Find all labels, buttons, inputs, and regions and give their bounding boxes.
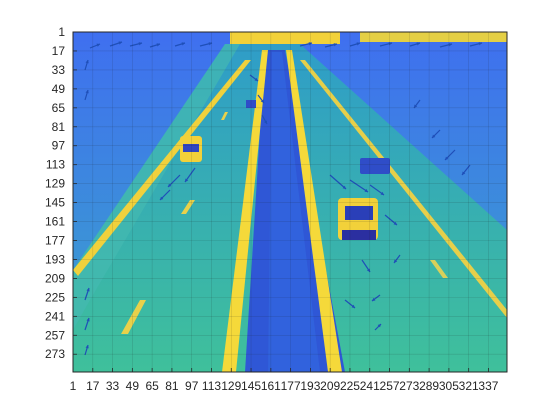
y-tick-label: 81	[52, 120, 66, 134]
x-tick-label: 209	[320, 379, 340, 393]
y-tick-label: 33	[52, 63, 66, 77]
y-tick-label: 177	[45, 234, 65, 248]
y-tick-label: 49	[52, 82, 66, 96]
y-tick-label: 225	[45, 290, 65, 304]
x-tick-label: 225	[340, 379, 360, 393]
van-vehicle	[338, 198, 378, 240]
far-vehicle-right	[360, 158, 390, 174]
y-tick-label: 1	[58, 25, 65, 39]
y-tick-label: 209	[45, 271, 65, 285]
x-tick-label: 1	[70, 379, 77, 393]
y-tick-label: 129	[45, 177, 65, 191]
y-tick-label: 241	[45, 309, 65, 323]
x-tick-label: 273	[399, 379, 419, 393]
x-tick-label: 321	[459, 379, 479, 393]
y-tick-label: 193	[45, 252, 65, 266]
x-tick-label: 177	[281, 379, 301, 393]
y-tick-label: 113	[46, 158, 65, 172]
x-tick-label: 33	[106, 379, 120, 393]
x-tick-label: 289	[419, 379, 439, 393]
y-tick-label: 273	[45, 347, 65, 361]
y-tick-label: 97	[52, 139, 66, 153]
x-tick-label: 337	[478, 379, 498, 393]
top-bright-band-left	[230, 32, 340, 44]
y-tick-label: 257	[45, 328, 65, 342]
x-tick-label: 193	[300, 379, 320, 393]
x-tick-label: 305	[439, 379, 459, 393]
x-tick-label: 257	[380, 379, 400, 393]
y-tick-label: 65	[52, 101, 66, 115]
y-axis-ticks: 1 17 33 49 65 81 97 113 129 145 161 177 193 209 225 241…	[45, 25, 77, 361]
x-tick-label: 241	[360, 379, 380, 393]
x-tick-label: 161	[261, 379, 281, 393]
y-tick-label: 145	[45, 196, 65, 210]
y-tick-label: 161	[45, 215, 65, 229]
x-tick-label: 145	[241, 379, 261, 393]
x-tick-label: 113	[202, 379, 221, 393]
far-vehicle-left	[180, 136, 202, 162]
x-tick-label: 17	[86, 379, 100, 393]
image-layer	[73, 32, 507, 372]
x-tick-label: 81	[165, 379, 179, 393]
x-tick-label: 65	[145, 379, 159, 393]
top-bright-band-right	[360, 32, 507, 42]
x-tick-label: 129	[221, 379, 241, 393]
x-tick-label: 97	[185, 379, 199, 393]
x-tick-label: 49	[126, 379, 140, 393]
y-tick-label: 17	[52, 44, 66, 58]
